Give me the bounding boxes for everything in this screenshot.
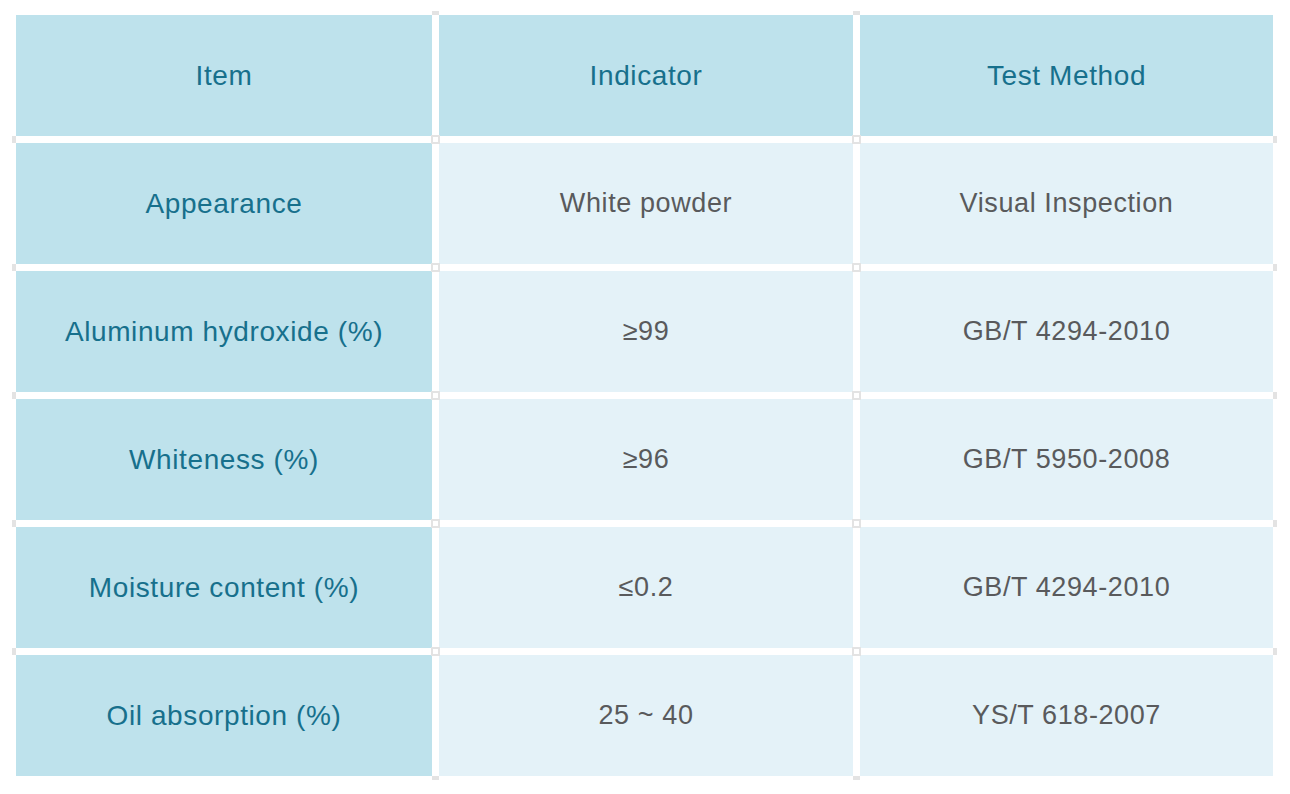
page: Item Indicator Test Method Appearance Wh… bbox=[0, 0, 1290, 794]
grid-handle-mark bbox=[852, 647, 861, 656]
grid-handle-mark bbox=[852, 263, 861, 272]
grid-handle-mark bbox=[12, 648, 16, 655]
grid-handle-mark bbox=[853, 11, 860, 15]
grid-handle-mark bbox=[431, 647, 440, 656]
row-header-moisture-content: Moisture content (%) bbox=[16, 527, 432, 648]
grid-handle-mark bbox=[852, 391, 861, 400]
grid-handle-mark bbox=[852, 135, 861, 144]
grid-handle-mark bbox=[432, 11, 439, 15]
cell-whiteness-method: GB/T 5950-2008 bbox=[860, 399, 1273, 520]
column-header-item: Item bbox=[16, 15, 432, 136]
product-spec-table: Item Indicator Test Method Appearance Wh… bbox=[16, 15, 1273, 776]
cell-moisture-content-method: GB/T 4294-2010 bbox=[860, 527, 1273, 648]
cell-appearance-indicator: White powder bbox=[439, 143, 853, 264]
grid-handle-mark bbox=[12, 392, 16, 399]
grid-handle-mark bbox=[1273, 264, 1277, 271]
row-header-appearance: Appearance bbox=[16, 143, 432, 264]
cell-oil-absorption-indicator: 25 ~ 40 bbox=[439, 655, 853, 776]
grid-handle-mark bbox=[432, 776, 439, 780]
grid-handle-mark bbox=[431, 391, 440, 400]
row-header-aluminum-hydroxide: Aluminum hydroxide (%) bbox=[16, 271, 432, 392]
row-header-oil-absorption: Oil absorption (%) bbox=[16, 655, 432, 776]
cell-aluminum-hydroxide-method: GB/T 4294-2010 bbox=[860, 271, 1273, 392]
grid-handle-mark bbox=[431, 263, 440, 272]
grid-handle-mark bbox=[12, 264, 16, 271]
grid-handle-mark bbox=[12, 520, 16, 527]
grid-handle-mark bbox=[853, 776, 860, 780]
row-header-whiteness: Whiteness (%) bbox=[16, 399, 432, 520]
column-header-test-method: Test Method bbox=[860, 15, 1273, 136]
grid-handle-mark bbox=[1273, 136, 1277, 143]
grid-handle-mark bbox=[12, 136, 16, 143]
grid-handle-mark bbox=[1273, 392, 1277, 399]
grid-handle-mark bbox=[1273, 648, 1277, 655]
grid-handle-mark bbox=[431, 519, 440, 528]
cell-oil-absorption-method: YS/T 618-2007 bbox=[860, 655, 1273, 776]
grid-handle-mark bbox=[852, 519, 861, 528]
cell-aluminum-hydroxide-indicator: ≥99 bbox=[439, 271, 853, 392]
cell-whiteness-indicator: ≥96 bbox=[439, 399, 853, 520]
grid-handle-mark bbox=[1273, 520, 1277, 527]
cell-moisture-content-indicator: ≤0.2 bbox=[439, 527, 853, 648]
cell-appearance-method: Visual Inspection bbox=[860, 143, 1273, 264]
column-header-indicator: Indicator bbox=[439, 15, 853, 136]
grid-handle-mark bbox=[431, 135, 440, 144]
